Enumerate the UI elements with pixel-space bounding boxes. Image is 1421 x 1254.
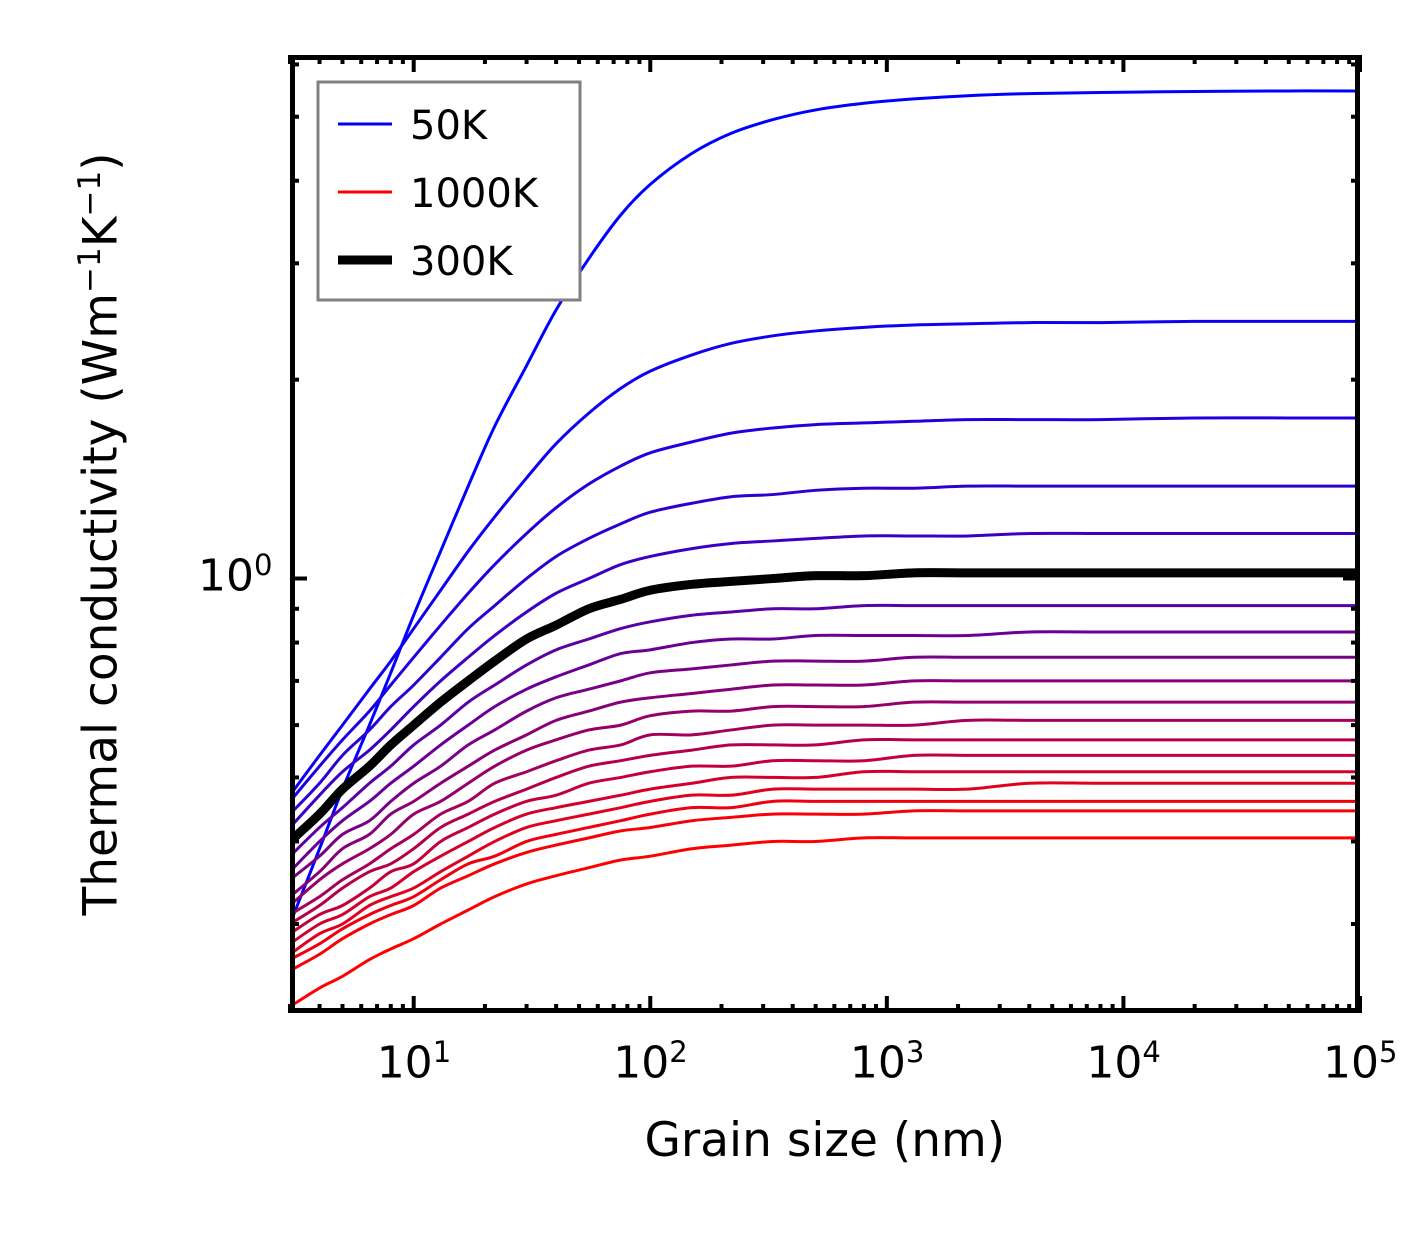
y-tick-label: 100 [198,547,273,602]
legend-box: 50K 1000K 300K [316,80,582,302]
curve-650k [290,737,1360,926]
curve-250k [290,531,1360,829]
curve-450k [290,655,1360,881]
y-axis-label-prefix: Thermal conductivity (Wm [73,293,129,916]
curve-800k [290,781,1360,956]
x-tick-label: 103 [849,1035,925,1089]
axes-frame-group [290,55,1360,1013]
y-axis-label-mid: K [73,216,129,248]
curve-100k [290,319,1360,797]
legend-label-300K: 300K [410,239,514,285]
curve-700k [290,753,1360,935]
curve-300k-highlight [290,568,1360,845]
curve-400k [290,630,1360,873]
x-tick-label: 104 [1086,1035,1161,1089]
curve-200k [290,484,1360,816]
x-tick-label: 105 [1323,1035,1398,1089]
curve-900k [290,809,1360,972]
y-axis-label-exp1: −1 [72,247,108,294]
x-axis-label: Grain size (nm) [644,1113,1006,1168]
legend-label-1000K: 1000K [410,171,540,217]
curve-550k [290,700,1360,907]
y-axis-label-suffix: ) [73,152,129,171]
axis-ticks-group [288,55,1362,1013]
x-tick-label: 101 [376,1035,452,1089]
curve-600k [290,718,1360,916]
curves-clipped [290,89,1360,1008]
curve-750k [290,769,1360,946]
x-tick-label: 102 [613,1035,688,1089]
curve-50k [290,89,1360,925]
axes-frame [290,55,1360,1013]
legend-label-50K: 50K [410,103,489,149]
curve-1000k [290,836,1360,1008]
curve-850k [290,799,1360,961]
curve-350k [290,603,1360,858]
y-axis-label: Thermal conductivity (Wm−1K−1) [72,152,129,915]
curve-150k [290,416,1360,803]
curve-500k [290,679,1360,898]
curves-group [290,89,1360,1008]
y-axis-label-exp2: −1 [72,170,108,217]
